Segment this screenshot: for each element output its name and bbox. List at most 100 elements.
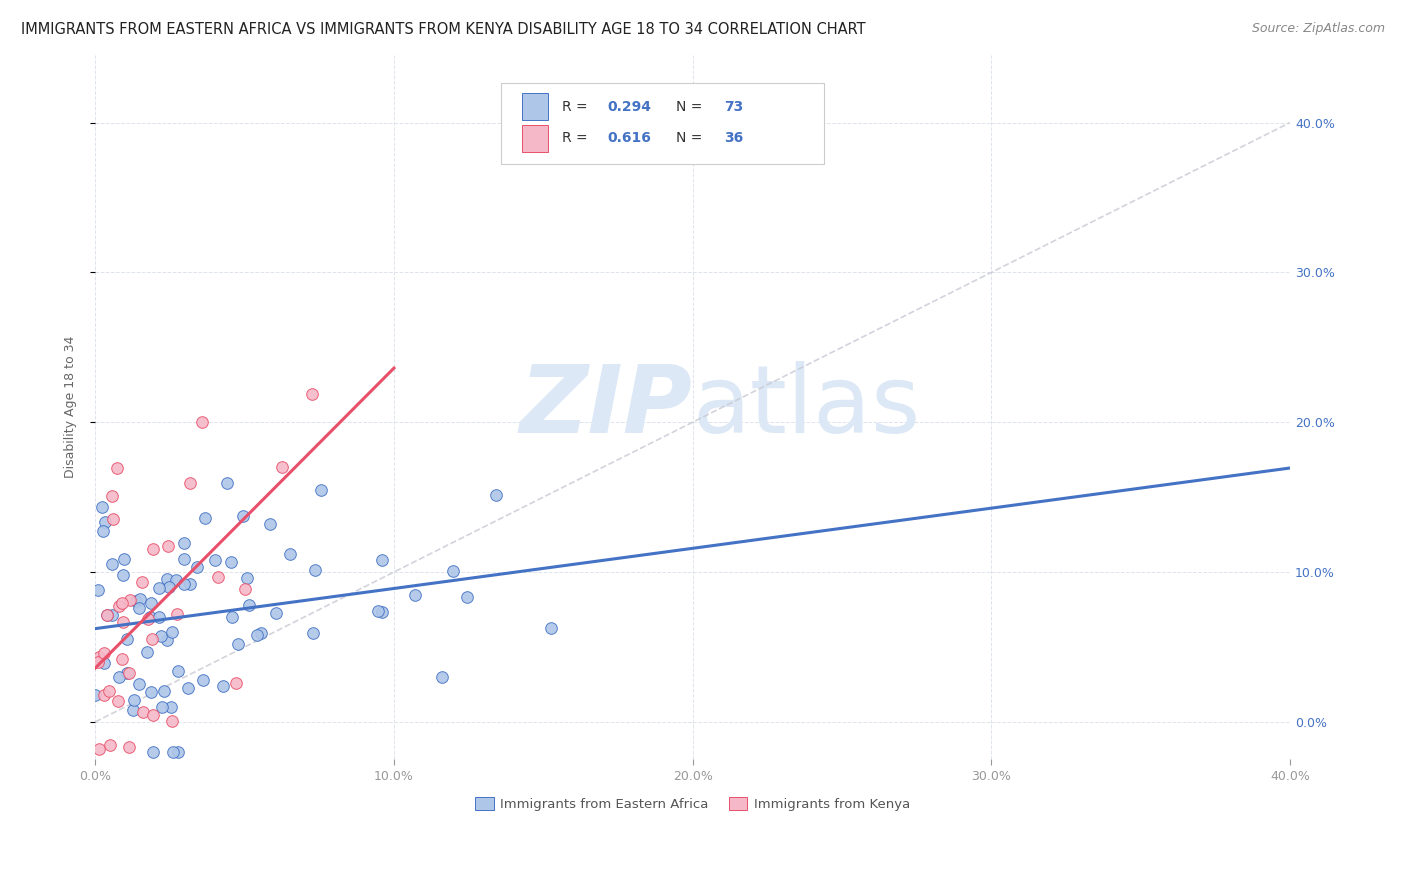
Point	[107, 694, 129, 708]
Point	[111, 652, 134, 666]
Point	[93, 688, 115, 702]
Text: N =: N =	[676, 100, 707, 113]
Point	[115, 666, 138, 681]
Point	[138, 610, 160, 624]
Point	[139, 685, 162, 699]
Point	[191, 673, 214, 687]
Point	[160, 714, 183, 728]
Text: R =: R =	[562, 131, 592, 145]
Point	[117, 632, 139, 647]
Point	[173, 576, 195, 591]
Point	[186, 560, 208, 574]
Point	[225, 676, 247, 690]
FancyBboxPatch shape	[522, 125, 548, 152]
Point	[84, 688, 107, 702]
Text: Source: ZipAtlas.com: Source: ZipAtlas.com	[1251, 22, 1385, 36]
Text: N =: N =	[676, 131, 707, 145]
Point	[101, 489, 124, 503]
Point	[540, 621, 562, 635]
Point	[176, 681, 198, 696]
Point	[194, 511, 217, 525]
Point	[309, 483, 332, 497]
Point	[236, 571, 259, 585]
Point	[250, 625, 273, 640]
Point	[93, 656, 115, 670]
Point	[111, 568, 134, 582]
FancyBboxPatch shape	[502, 83, 824, 164]
Point	[148, 581, 170, 595]
Point	[304, 563, 326, 577]
Point	[278, 547, 301, 561]
Point	[136, 645, 159, 659]
Point	[430, 670, 453, 684]
Point	[118, 740, 141, 755]
Point	[167, 745, 190, 759]
Point	[301, 626, 323, 640]
Point	[93, 646, 115, 660]
Point	[111, 596, 134, 610]
Y-axis label: Disability Age 18 to 34: Disability Age 18 to 34	[65, 336, 77, 478]
Point	[238, 598, 260, 612]
Point	[371, 553, 394, 567]
Point	[572, 149, 595, 163]
Point	[128, 676, 150, 690]
Point	[301, 387, 323, 401]
Point	[131, 575, 153, 590]
Point	[129, 591, 152, 606]
Text: R =: R =	[562, 100, 592, 113]
Point	[217, 475, 239, 490]
Point	[160, 625, 183, 640]
Point	[120, 592, 142, 607]
Point	[101, 608, 124, 623]
FancyBboxPatch shape	[522, 93, 548, 120]
Point	[108, 670, 131, 684]
Point	[128, 600, 150, 615]
Text: 73: 73	[724, 100, 742, 113]
Text: 0.616: 0.616	[607, 131, 652, 145]
Point	[90, 500, 112, 515]
Point	[98, 738, 121, 752]
Point	[173, 536, 195, 550]
Point	[259, 516, 281, 531]
Point	[153, 684, 176, 698]
Point	[443, 564, 465, 578]
Point	[179, 577, 201, 591]
Point	[156, 572, 179, 586]
Point	[166, 607, 188, 621]
Text: ZIP: ZIP	[520, 361, 693, 453]
Point	[108, 599, 131, 614]
Point	[101, 512, 124, 526]
Point	[264, 607, 287, 621]
Text: 0.294: 0.294	[607, 100, 652, 113]
Point	[87, 583, 110, 598]
Point	[233, 582, 256, 597]
Point	[204, 553, 226, 567]
Point	[157, 539, 180, 553]
Point	[485, 488, 508, 502]
Point	[142, 707, 165, 722]
Point	[149, 629, 172, 643]
Point	[226, 637, 249, 651]
Point	[167, 664, 190, 678]
Point	[371, 605, 394, 619]
Point	[159, 699, 181, 714]
Text: IMMIGRANTS FROM EASTERN AFRICA VS IMMIGRANTS FROM KENYA DISABILITY AGE 18 TO 34 : IMMIGRANTS FROM EASTERN AFRICA VS IMMIGR…	[21, 22, 866, 37]
Legend: Immigrants from Eastern Africa, Immigrants from Kenya: Immigrants from Eastern Africa, Immigran…	[470, 792, 915, 816]
Point	[150, 700, 173, 714]
Point	[89, 741, 111, 756]
Text: atlas: atlas	[693, 361, 921, 453]
Point	[112, 552, 135, 566]
Point	[139, 596, 162, 610]
Point	[97, 684, 120, 698]
Point	[179, 475, 201, 490]
Point	[105, 461, 128, 475]
Point	[191, 415, 214, 429]
Point	[125, 594, 148, 608]
Point	[87, 655, 110, 669]
Point	[142, 745, 165, 759]
Point	[270, 459, 292, 474]
Point	[121, 703, 143, 717]
Point	[219, 555, 242, 569]
Point	[162, 745, 184, 759]
Point	[93, 524, 115, 539]
